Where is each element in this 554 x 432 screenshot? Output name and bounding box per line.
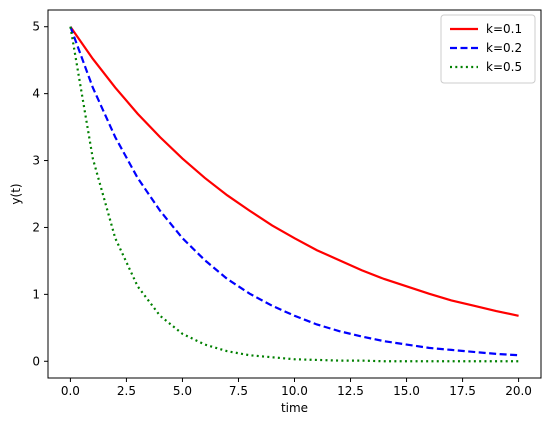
y-tick-label: 5 bbox=[32, 20, 40, 34]
series-line-2 bbox=[69, 26, 519, 357]
legend: k=0.1 k=0.2 k=0.5 bbox=[440, 14, 536, 84]
legend-label: k=0.5 bbox=[486, 60, 522, 74]
x-tick-label: 15.0 bbox=[393, 384, 420, 398]
y-axis-ticks: 0 1 2 3 4 5 bbox=[32, 20, 48, 368]
y-tick-label: 4 bbox=[32, 87, 40, 101]
x-tick-label: 0.0 bbox=[61, 384, 80, 398]
series-line-1 bbox=[69, 26, 519, 317]
x-tick-label: 2.5 bbox=[117, 384, 136, 398]
x-tick-label: 17.5 bbox=[449, 384, 476, 398]
y-tick-label: 3 bbox=[32, 154, 40, 168]
series-line-3 bbox=[69, 26, 519, 363]
x-axis-ticks: 0.0 2.5 5.0 7.5 10.0 12.5 15.0 17.5 20.0 bbox=[61, 378, 532, 398]
plot-lines bbox=[69, 26, 519, 363]
x-tick-label: 5.0 bbox=[173, 384, 192, 398]
x-tick-label: 20.0 bbox=[505, 384, 532, 398]
x-tick-label: 12.5 bbox=[337, 384, 364, 398]
x-tick-label: 10.0 bbox=[281, 384, 308, 398]
legend-box bbox=[440, 14, 536, 84]
x-tick-label: 7.5 bbox=[229, 384, 248, 398]
y-tick-label: 2 bbox=[32, 220, 40, 234]
y-tick-label: 0 bbox=[32, 354, 40, 368]
y-axis-label: y(t) bbox=[9, 183, 23, 204]
legend-label: k=0.2 bbox=[486, 41, 522, 55]
x-axis-label: time bbox=[281, 401, 308, 415]
y-tick-label: 1 bbox=[32, 287, 40, 301]
legend-label: k=0.1 bbox=[486, 22, 522, 36]
